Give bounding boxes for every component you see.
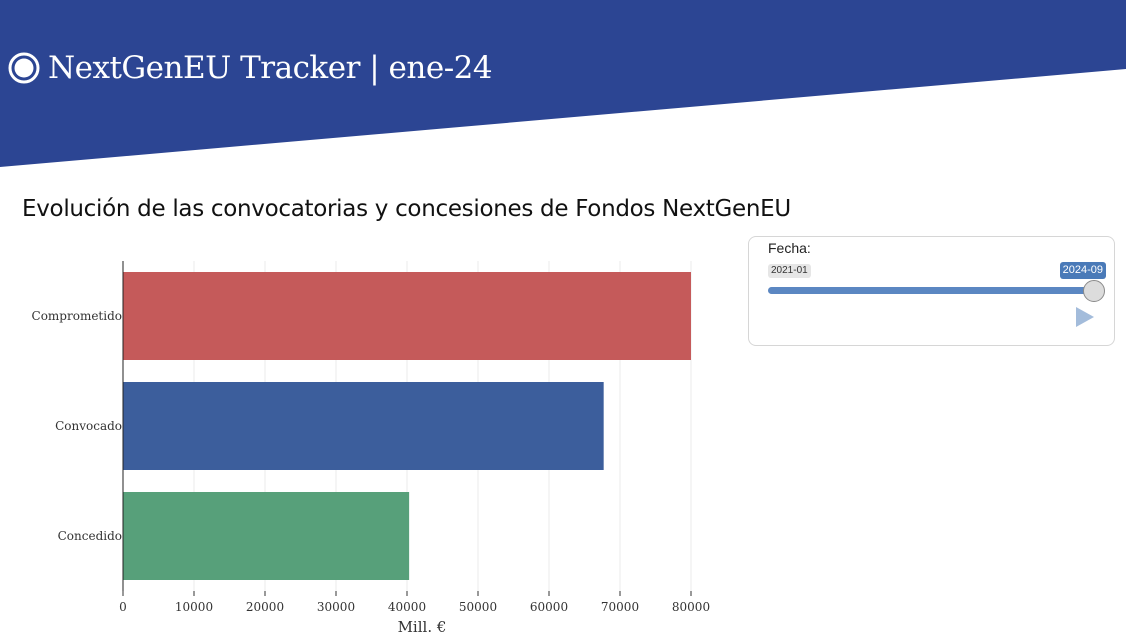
x-tick-label: 40000: [388, 600, 426, 614]
x-tick-label: 50000: [459, 600, 497, 614]
bar-comprometido[interactable]: [123, 272, 691, 360]
date-slider-panel: Fecha: 2021-01 2024-09: [748, 236, 1115, 346]
date-slider-handle[interactable]: [1083, 280, 1105, 302]
chart-bars: [123, 272, 691, 580]
x-tick-label: 80000: [672, 600, 710, 614]
app-title: NextGenEU Tracker | ene-24: [48, 50, 493, 86]
app-brand: NextGenEU Tracker | ene-24: [8, 46, 493, 90]
bar-concedido[interactable]: [123, 492, 410, 580]
x-tick-label: 10000: [175, 600, 213, 614]
x-tick-label: 30000: [317, 600, 355, 614]
header-banner: [0, 0, 1126, 167]
slider-label: Fecha:: [768, 240, 811, 256]
x-tick-label: 60000: [530, 600, 568, 614]
x-tick-label: 0: [119, 600, 127, 614]
slider-min-label: 2021-01: [768, 264, 811, 278]
x-tick-label: 20000: [246, 600, 284, 614]
bar-chart: 0 10000 20000 30000 40000 50000 60000 70000 8000…: [32, 261, 710, 636]
play-icon[interactable]: [1075, 306, 1095, 328]
x-axis-label: Mill. €: [398, 618, 447, 636]
bar-convocado[interactable]: [123, 382, 604, 470]
y-category-label: Comprometido: [32, 309, 122, 323]
chart-axes: 0 10000 20000 30000 40000 50000 60000 70000 8000…: [32, 261, 710, 636]
slider-max-label: 2024-09: [1059, 262, 1106, 279]
y-category-label: Convocado: [55, 419, 122, 433]
date-slider-fill: [768, 287, 1094, 294]
circle-dot-icon: [8, 52, 40, 84]
x-tick-label: 70000: [601, 600, 639, 614]
header-banner-shape: [0, 0, 1126, 167]
y-category-label: Concedido: [58, 529, 122, 543]
page-title: Evolución de las convocatorias y concesi…: [22, 196, 791, 222]
date-slider-track[interactable]: [768, 280, 1105, 302]
